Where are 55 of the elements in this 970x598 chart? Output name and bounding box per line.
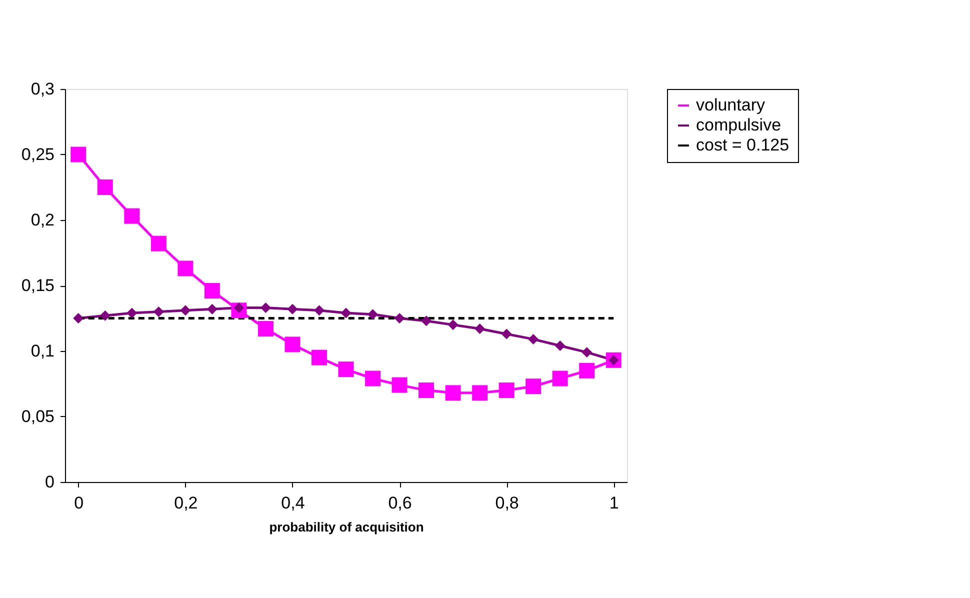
x-axis-title: probability of acquisition (269, 520, 424, 534)
x-tick-label: 0,2 (174, 494, 198, 512)
x-tick-label: 1 (609, 494, 619, 512)
y-tick-label: 0,05 (21, 407, 54, 426)
point (418, 382, 434, 398)
point (70, 146, 86, 162)
point (421, 316, 432, 326)
point (178, 260, 194, 276)
point (448, 320, 458, 330)
point (365, 370, 381, 386)
point (472, 385, 488, 401)
point (258, 320, 274, 336)
point (501, 328, 512, 340)
point (368, 309, 378, 320)
point (284, 336, 300, 352)
point (579, 362, 595, 378)
point (445, 385, 461, 401)
point (100, 310, 110, 321)
point (498, 382, 514, 398)
point (124, 208, 140, 224)
point (554, 340, 566, 352)
y-tick-label: 0,15 (21, 276, 54, 295)
point (206, 304, 218, 314)
x-tick-label: 0 (74, 494, 84, 512)
legend-label: voluntary (696, 96, 766, 114)
point (73, 313, 84, 324)
point (180, 305, 191, 316)
point (97, 180, 113, 195)
x-tick-label: 0,6 (388, 494, 412, 512)
x-tick-label: 0,4 (281, 494, 305, 512)
point (153, 306, 164, 317)
point (392, 377, 408, 393)
point (528, 334, 539, 344)
point (338, 362, 354, 378)
point (126, 308, 138, 318)
legend-label: cost = 0.125 (696, 136, 790, 154)
y-tick-label: 0,1 (30, 342, 54, 360)
y-tick-label: 0,25 (21, 145, 54, 164)
point (287, 304, 298, 314)
y-tick-label: 0 (45, 472, 54, 492)
y-tick-label: 0,2 (30, 210, 54, 230)
point (314, 305, 324, 316)
point (582, 347, 592, 358)
point (474, 323, 486, 334)
point (150, 236, 166, 252)
x-tick-label: 0,8 (495, 494, 519, 512)
y-tick-label: 0,3 (30, 80, 54, 98)
legend-label: compulsive (696, 116, 782, 134)
point (340, 308, 352, 318)
point (394, 313, 405, 324)
point (260, 302, 271, 314)
point (311, 350, 327, 366)
point (204, 282, 220, 298)
point (526, 378, 542, 394)
point (552, 370, 568, 386)
